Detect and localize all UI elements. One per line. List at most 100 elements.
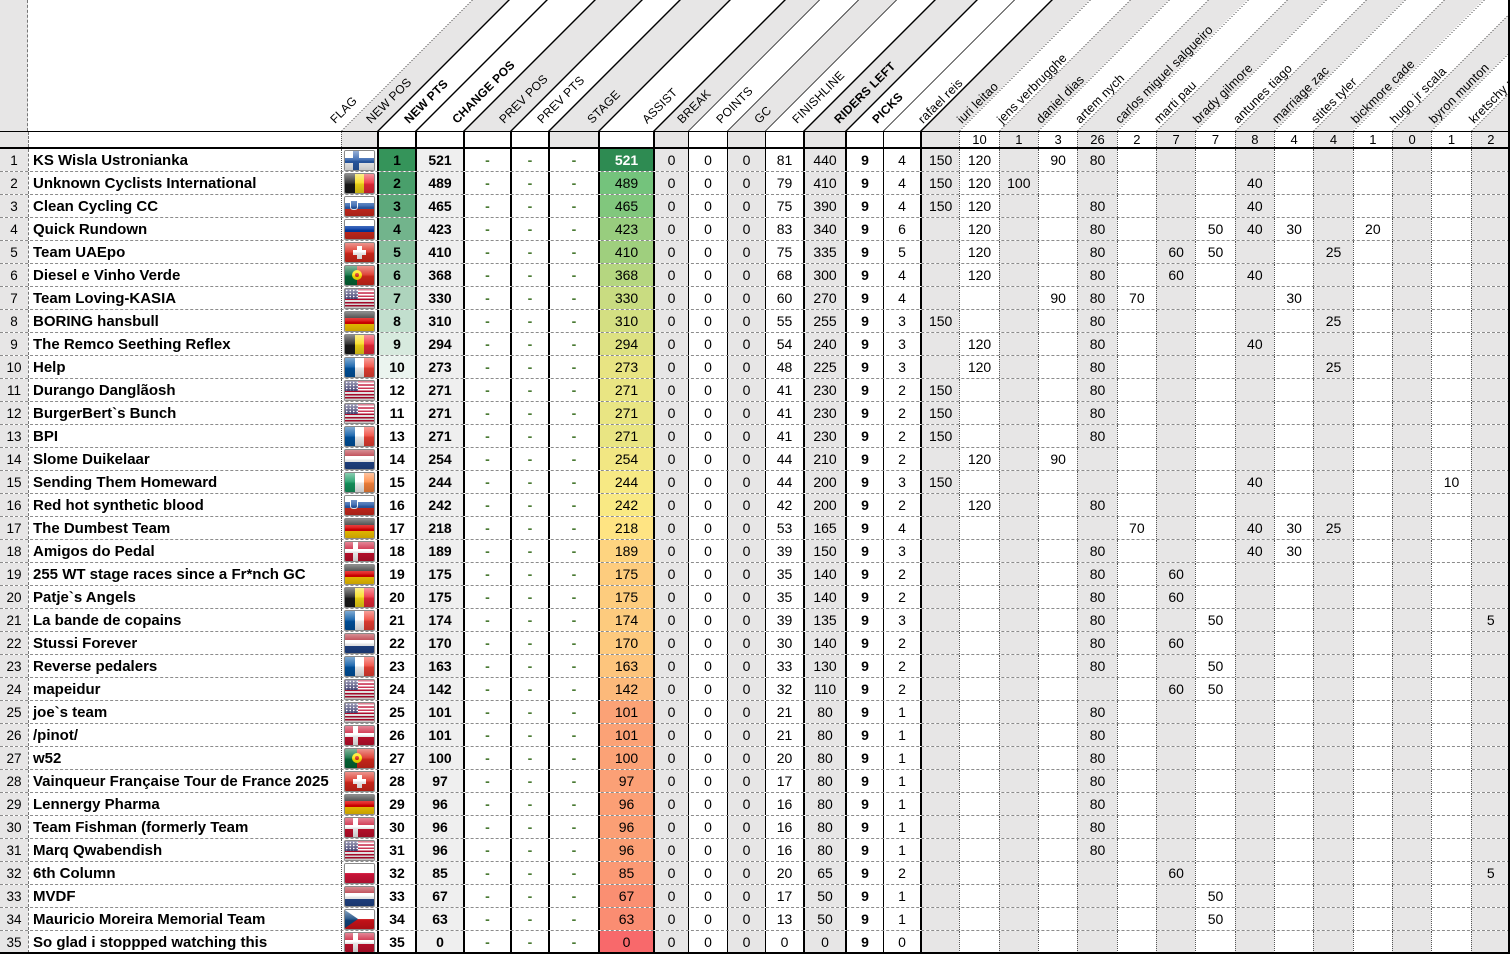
- cell-gc[interactable]: 16: [765, 816, 803, 838]
- cell-rider-points[interactable]: [1313, 218, 1353, 240]
- cell-prev-pos[interactable]: -: [510, 609, 548, 631]
- cell-riders-left[interactable]: 9: [845, 563, 883, 585]
- cell-prev-pts[interactable]: -: [548, 402, 598, 424]
- row-rank[interactable]: 17: [0, 517, 28, 539]
- cell-prev-pts[interactable]: -: [548, 793, 598, 815]
- cell-stage[interactable]: 175: [598, 563, 653, 585]
- cell-change-pos[interactable]: -: [463, 563, 510, 585]
- cell-rider-points[interactable]: [1274, 586, 1314, 608]
- cell-points[interactable]: 0: [727, 402, 765, 424]
- cell-new-pts[interactable]: 170: [415, 632, 463, 654]
- cell-finishline[interactable]: 230: [803, 379, 845, 401]
- cell-rider-points[interactable]: [998, 655, 1038, 677]
- row-rank[interactable]: 4: [0, 218, 28, 240]
- cell-prev-pos[interactable]: -: [510, 379, 548, 401]
- cell-rider-points[interactable]: [959, 379, 999, 401]
- cell-prev-pos[interactable]: -: [510, 770, 548, 792]
- team-name[interactable]: Mauricio Moreira Memorial Team: [28, 908, 341, 930]
- team-flag-cell[interactable]: [341, 241, 377, 263]
- cell-rider-points[interactable]: [998, 517, 1038, 539]
- cell-new-pts[interactable]: 521: [415, 149, 463, 171]
- cell-rider-points[interactable]: [1274, 310, 1314, 332]
- cell-prev-pos[interactable]: -: [510, 425, 548, 447]
- cell-rider-points[interactable]: [1234, 908, 1274, 930]
- cell-rider-points[interactable]: [1038, 264, 1078, 286]
- cell-picks[interactable]: 2: [883, 563, 920, 585]
- cell-picks[interactable]: 2: [883, 586, 920, 608]
- rider-pick-count[interactable]: 4: [1274, 132, 1314, 147]
- cell-rider-points[interactable]: [1116, 839, 1156, 861]
- cell-rider-points[interactable]: [1195, 747, 1235, 769]
- cell-rider-points[interactable]: [998, 425, 1038, 447]
- cell-rider-points[interactable]: [1234, 586, 1274, 608]
- cell-prev-pts[interactable]: -: [548, 195, 598, 217]
- cell-rider-points[interactable]: [1431, 264, 1471, 286]
- cell-rider-points[interactable]: [998, 793, 1038, 815]
- cell-rider-points[interactable]: [1274, 885, 1314, 907]
- cell-rider-points[interactable]: [1234, 632, 1274, 654]
- cell-rider-points[interactable]: [1274, 333, 1314, 355]
- cell-rider-points[interactable]: [1352, 724, 1392, 746]
- cell-rider-points[interactable]: [1195, 517, 1235, 539]
- cell-rider-points[interactable]: [1038, 195, 1078, 217]
- cell-picks[interactable]: 4: [883, 517, 920, 539]
- cell-rider-points[interactable]: [1313, 402, 1353, 424]
- cell-rider-points[interactable]: [1470, 287, 1508, 309]
- cell-rider-points[interactable]: [1352, 931, 1392, 952]
- cell-rider-points[interactable]: [1313, 333, 1353, 355]
- cell-rider-points[interactable]: [959, 678, 999, 700]
- cell-finishline[interactable]: 340: [803, 218, 845, 240]
- cell-rider-points[interactable]: [920, 287, 960, 309]
- cell-rider-points[interactable]: [1038, 218, 1078, 240]
- team-flag-cell[interactable]: [341, 425, 377, 447]
- cell-rider-points[interactable]: [1313, 379, 1353, 401]
- cell-points[interactable]: 0: [727, 816, 765, 838]
- cell-finishline[interactable]: 80: [803, 816, 845, 838]
- cell-stage[interactable]: 423: [598, 218, 653, 240]
- cell-rider-points[interactable]: [1470, 402, 1508, 424]
- cell-rider-points[interactable]: [1274, 839, 1314, 861]
- cell-gc[interactable]: 44: [765, 448, 803, 470]
- cell-rider-points[interactable]: [959, 586, 999, 608]
- cell-rider-points[interactable]: 60: [1156, 862, 1196, 884]
- cell-finishline[interactable]: 65: [803, 862, 845, 884]
- team-name[interactable]: Diesel e Vinho Verde: [28, 264, 341, 286]
- cell-rider-points[interactable]: [920, 241, 960, 263]
- cell-rider-points[interactable]: [1274, 770, 1314, 792]
- team-flag-cell[interactable]: [341, 471, 377, 493]
- cell-rider-points[interactable]: [998, 931, 1038, 952]
- cell-rider-points[interactable]: [1392, 655, 1432, 677]
- cell-assist[interactable]: 0: [653, 517, 688, 539]
- cell-rider-points[interactable]: [920, 839, 960, 861]
- cell-rider-points[interactable]: [1156, 379, 1196, 401]
- cell-rider-points[interactable]: [1116, 724, 1156, 746]
- cell-rider-points[interactable]: [1431, 862, 1471, 884]
- cell-rider-points[interactable]: [1431, 379, 1471, 401]
- cell-rider-points[interactable]: [920, 448, 960, 470]
- cell-rider-points[interactable]: [1038, 540, 1078, 562]
- cell-assist[interactable]: 0: [653, 471, 688, 493]
- cell-change-pos[interactable]: -: [463, 264, 510, 286]
- cell-rider-points[interactable]: [1352, 149, 1392, 171]
- cell-assist[interactable]: 0: [653, 241, 688, 263]
- row-rank[interactable]: 28: [0, 770, 28, 792]
- row-rank[interactable]: 6: [0, 264, 28, 286]
- cell-stage[interactable]: 96: [598, 816, 653, 838]
- cell-rider-points[interactable]: [1352, 816, 1392, 838]
- cell-rider-points[interactable]: [1156, 172, 1196, 194]
- cell-rider-points[interactable]: [1313, 471, 1353, 493]
- team-flag-cell[interactable]: [341, 494, 377, 516]
- team-name[interactable]: BORING hansbull: [28, 310, 341, 332]
- cell-rider-points[interactable]: [1274, 655, 1314, 677]
- cell-rider-points[interactable]: [1156, 425, 1196, 447]
- cell-rider-points[interactable]: [959, 885, 999, 907]
- cell-riders-left[interactable]: 9: [845, 724, 883, 746]
- rider-pick-count[interactable]: 26: [1077, 132, 1117, 147]
- cell-stage[interactable]: 271: [598, 425, 653, 447]
- cell-rider-points[interactable]: [1274, 471, 1314, 493]
- cell-rider-points[interactable]: 30: [1274, 287, 1314, 309]
- cell-riders-left[interactable]: 9: [845, 448, 883, 470]
- rider-pick-count[interactable]: 7: [1195, 132, 1235, 147]
- cell-finishline[interactable]: 440: [803, 149, 845, 171]
- cell-break[interactable]: 0: [688, 494, 727, 516]
